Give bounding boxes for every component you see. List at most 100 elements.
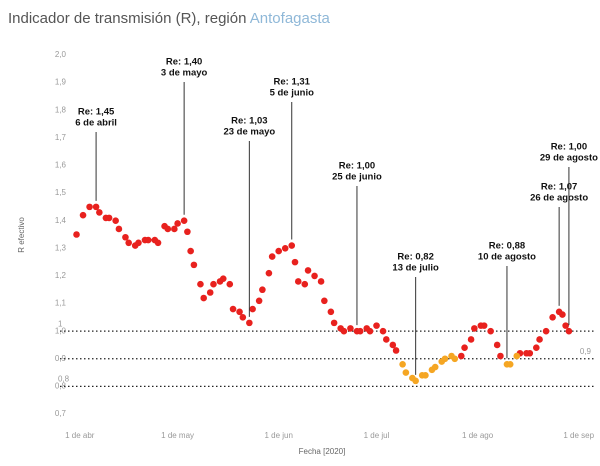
annotation-text: Re: 1,03 bbox=[231, 116, 267, 127]
data-point bbox=[281, 245, 289, 252]
data-point bbox=[135, 239, 142, 247]
data-point bbox=[458, 352, 465, 360]
data-point bbox=[171, 225, 178, 233]
x-tick-label: 1 de jun bbox=[264, 431, 292, 440]
data-point bbox=[461, 344, 468, 352]
y-tick-label: 2,0 bbox=[55, 50, 67, 59]
annotation-text: 25 de junio bbox=[332, 172, 382, 183]
y-tick-label: 1,2 bbox=[55, 271, 67, 280]
data-point bbox=[92, 203, 100, 211]
data-point bbox=[239, 314, 247, 321]
data-point bbox=[549, 314, 556, 321]
data-point bbox=[330, 319, 338, 327]
data-point bbox=[402, 369, 410, 376]
data-point bbox=[389, 341, 397, 349]
annotation-text: Re: 1,07 bbox=[541, 182, 577, 193]
data-point bbox=[291, 258, 299, 266]
data-point bbox=[184, 228, 191, 236]
data-point bbox=[356, 327, 364, 335]
data-point bbox=[164, 225, 172, 233]
data-point bbox=[327, 308, 335, 316]
data-point bbox=[265, 269, 273, 277]
data-point bbox=[383, 336, 390, 343]
data-point bbox=[229, 305, 237, 313]
y-tick-label: 1,7 bbox=[55, 133, 67, 142]
data-point bbox=[562, 322, 569, 329]
data-point bbox=[392, 347, 400, 354]
data-point bbox=[125, 239, 132, 247]
annotation-text: 5 de junio bbox=[270, 88, 315, 99]
data-point bbox=[115, 225, 123, 233]
reference-label: 0,9 bbox=[580, 347, 592, 356]
y-tick-label: 1,9 bbox=[55, 78, 67, 87]
data-point bbox=[526, 349, 534, 357]
data-point bbox=[441, 355, 449, 363]
y-tick-label: 0,7 bbox=[55, 409, 67, 418]
data-point bbox=[112, 217, 119, 224]
annotation-text: 23 de mayo bbox=[223, 127, 275, 138]
data-point bbox=[190, 261, 198, 269]
x-axis-label: Fecha [2020] bbox=[299, 447, 346, 456]
x-tick-label: 1 de may bbox=[161, 431, 194, 440]
data-point bbox=[79, 211, 87, 219]
data-point bbox=[122, 233, 129, 241]
y-tick-label: 1,1 bbox=[55, 299, 67, 308]
data-point bbox=[200, 294, 207, 302]
data-point bbox=[451, 355, 459, 363]
data-point bbox=[366, 327, 374, 335]
chart-title: Indicador de transmisión (R), región Ant… bbox=[8, 10, 331, 27]
y-tick-label: 1,6 bbox=[55, 161, 67, 170]
data-point bbox=[73, 231, 80, 238]
annotation-text: 26 de agosto bbox=[530, 193, 588, 204]
y-axis-label: R efectivo bbox=[17, 217, 26, 253]
annotation-text: 29 de agosto bbox=[540, 153, 598, 164]
title-main: Indicador de transmisión (R), región bbox=[8, 10, 246, 27]
data-point bbox=[210, 280, 217, 288]
data-point bbox=[226, 280, 234, 288]
data-point bbox=[412, 377, 419, 385]
data-point bbox=[317, 278, 325, 285]
annotation-text: 6 de abril bbox=[75, 118, 117, 129]
data-point bbox=[249, 305, 256, 313]
data-point bbox=[493, 341, 501, 349]
data-point bbox=[422, 372, 429, 379]
data-point bbox=[513, 352, 521, 360]
data-point bbox=[487, 327, 494, 335]
data-point bbox=[236, 308, 243, 316]
data-point bbox=[219, 275, 227, 282]
data-point bbox=[301, 280, 309, 288]
annotation-text: 13 de julio bbox=[392, 263, 439, 274]
data-point bbox=[497, 352, 504, 360]
data-point bbox=[197, 280, 204, 288]
data-point bbox=[174, 220, 181, 227]
data-point bbox=[246, 319, 253, 327]
data-point bbox=[373, 322, 380, 329]
data-point bbox=[340, 327, 348, 335]
data-point bbox=[533, 344, 540, 352]
data-point bbox=[480, 322, 488, 329]
x-tick-label: 1 de sep bbox=[563, 431, 594, 440]
data-point bbox=[304, 267, 312, 274]
data-point bbox=[399, 360, 406, 368]
data-point bbox=[96, 209, 103, 216]
title-region: Antofagasta bbox=[250, 10, 331, 27]
annotation-text: Re: 0,82 bbox=[397, 252, 433, 263]
annotation-text: 10 de agosto bbox=[478, 252, 536, 263]
data-point bbox=[471, 325, 478, 332]
y-tick-label: 1,4 bbox=[55, 216, 67, 225]
reference-label: 1 bbox=[58, 319, 63, 328]
data-point bbox=[379, 327, 387, 335]
y-tick-label: 1,5 bbox=[55, 188, 67, 197]
annotation-text: Re: 1,45 bbox=[78, 107, 115, 118]
annotation-text: Re: 1,40 bbox=[166, 57, 202, 68]
data-point bbox=[154, 239, 162, 247]
x-tick-label: 1 de ago bbox=[462, 431, 494, 440]
y-tick-label: 1,8 bbox=[55, 105, 67, 114]
data-point bbox=[506, 360, 514, 368]
data-point bbox=[294, 278, 302, 285]
data-point bbox=[275, 247, 282, 255]
data-point bbox=[542, 327, 550, 335]
data-point bbox=[187, 247, 194, 255]
data-point bbox=[206, 289, 214, 296]
